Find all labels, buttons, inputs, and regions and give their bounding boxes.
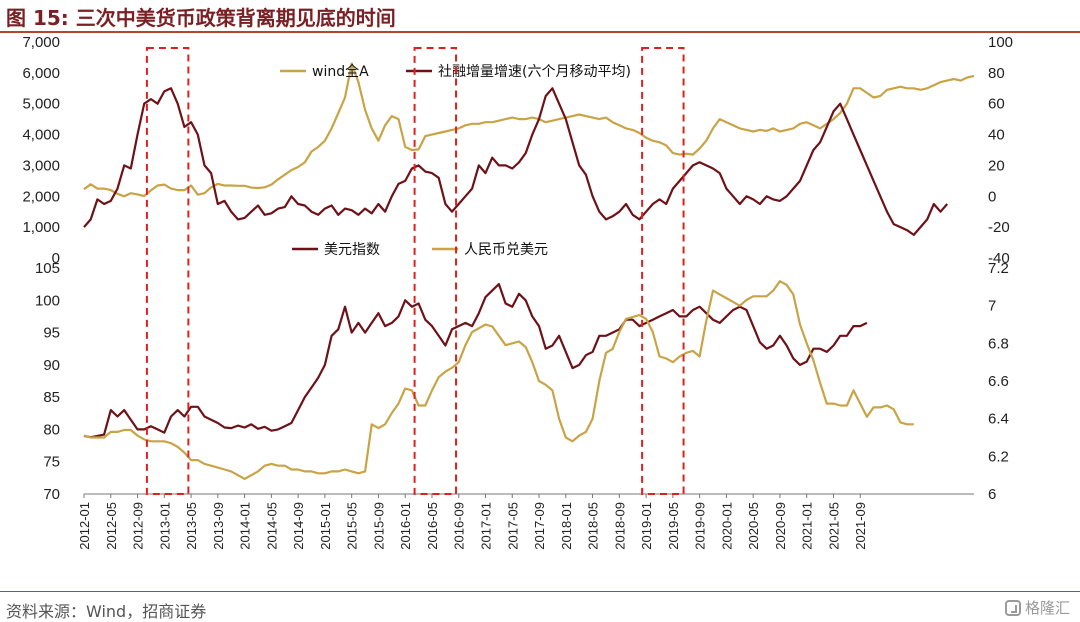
- x-axis-tick: 2013-01: [157, 502, 172, 550]
- watermark-logo-icon: [1004, 599, 1021, 616]
- series-line-bottom-0: [83, 283, 868, 439]
- source-note: 资料来源：Wind，招商证券: [6, 602, 207, 621]
- x-axis-tick: 2021-09: [853, 502, 868, 550]
- left-axis-tick: 70: [43, 486, 60, 503]
- right-axis-tick: 6.2: [988, 448, 1009, 465]
- right-axis-tick: 7: [988, 298, 996, 315]
- x-axis-tick: 2018-05: [586, 502, 601, 550]
- right-axis-tick: 80: [988, 65, 1005, 82]
- x-axis-tick: 2016-01: [398, 502, 413, 550]
- watermark-text: 格隆汇: [1024, 599, 1070, 617]
- title-bar: 图 15: 三次中美货币政策背离期见底的时间: [0, 0, 1080, 34]
- left-axis-tick: 95: [43, 325, 60, 342]
- right-axis-tick: 100: [988, 34, 1013, 51]
- x-axis-tick: 2019-09: [693, 502, 708, 550]
- left-axis-tick: 105: [35, 260, 60, 277]
- legend-label: 社融增量增速(六个月移动平均): [438, 64, 631, 80]
- x-axis-tick: 2014-01: [238, 502, 253, 550]
- highlight-period-box: [641, 47, 685, 495]
- x-axis-tick: 2012-01: [77, 502, 92, 550]
- x-axis-tick: 2015-05: [345, 502, 360, 550]
- x-axis-tick: 2014-09: [291, 502, 306, 550]
- highlight-period-box: [145, 47, 190, 495]
- right-axis-tick: -20: [988, 219, 1010, 236]
- legend-label: 美元指数: [324, 242, 380, 258]
- legend-label: wind全A: [312, 63, 369, 80]
- highlight-period-box: [413, 47, 458, 495]
- x-axis-tick: 2019-05: [666, 502, 681, 550]
- left-axis-tick: 75: [43, 454, 60, 471]
- x-axis-tick: 2019-01: [639, 502, 654, 550]
- x-axis-tick: 2012-05: [104, 502, 119, 550]
- footer-divider: [0, 591, 1080, 592]
- left-axis-tick: 6,000: [22, 65, 60, 82]
- legend-label: 人民币兑美元: [464, 242, 548, 258]
- left-axis-tick: 100: [35, 292, 60, 309]
- x-axis-tick: 2015-09: [371, 502, 386, 550]
- left-axis-tick: 7,000: [22, 34, 60, 51]
- left-axis-tick: 0: [52, 250, 60, 267]
- right-axis-tick: 6.8: [988, 335, 1009, 352]
- right-axis-tick: 0: [988, 188, 996, 205]
- x-axis-tick: 2017-01: [479, 502, 494, 550]
- title-divider: [0, 31, 1080, 33]
- x-axis-tick: 2021-05: [826, 502, 841, 550]
- chart-title: 图 15: 三次中美货币政策背离期见底的时间: [6, 6, 396, 30]
- x-axis-tick: 2014-05: [264, 502, 279, 550]
- x-axis-tick: 2016-05: [425, 502, 440, 550]
- x-axis-tick: 2021-01: [800, 502, 815, 550]
- left-axis-tick: 4,000: [22, 127, 60, 144]
- right-axis-tick: 6.6: [988, 373, 1009, 390]
- left-axis-tick: 5,000: [22, 96, 60, 113]
- left-axis-tick: 2,000: [22, 188, 60, 205]
- right-axis-tick: -40: [988, 250, 1010, 267]
- left-axis-tick: 1,000: [22, 219, 60, 236]
- left-axis-tick: 85: [43, 389, 60, 406]
- right-axis-tick: 60: [988, 96, 1005, 113]
- x-axis-tick: 2020-01: [719, 502, 734, 550]
- right-axis-tick: 6.4: [988, 411, 1009, 428]
- left-axis-tick: 90: [43, 357, 60, 374]
- x-axis-tick: 2013-05: [184, 502, 199, 550]
- watermark: 格隆汇: [1004, 597, 1070, 618]
- x-axis-tick: 2015-01: [318, 502, 333, 550]
- series-line-bottom-1: [83, 280, 914, 480]
- right-axis-tick: 20: [988, 157, 1005, 174]
- left-axis-tick: 80: [43, 421, 60, 438]
- right-axis-tick: 7.2: [988, 260, 1009, 277]
- x-axis-tick: 2020-09: [773, 502, 788, 550]
- x-axis-tick: 2013-09: [211, 502, 226, 550]
- left-axis-tick: 3,000: [22, 157, 60, 174]
- right-axis-tick: 6: [988, 486, 996, 503]
- x-axis-tick: 2018-01: [559, 502, 574, 550]
- x-axis-tick: 2016-09: [452, 502, 467, 550]
- x-axis-tick: 2012-09: [131, 502, 146, 550]
- x-axis-tick: 2017-05: [505, 502, 520, 550]
- x-axis-tick: 2020-05: [746, 502, 761, 550]
- series-line-top-0: [83, 62, 975, 198]
- series-line-top-1: [83, 87, 949, 236]
- x-axis-tick: 2018-09: [612, 502, 627, 550]
- right-axis-tick: 40: [988, 127, 1005, 144]
- x-axis-tick: 2017-09: [532, 502, 547, 550]
